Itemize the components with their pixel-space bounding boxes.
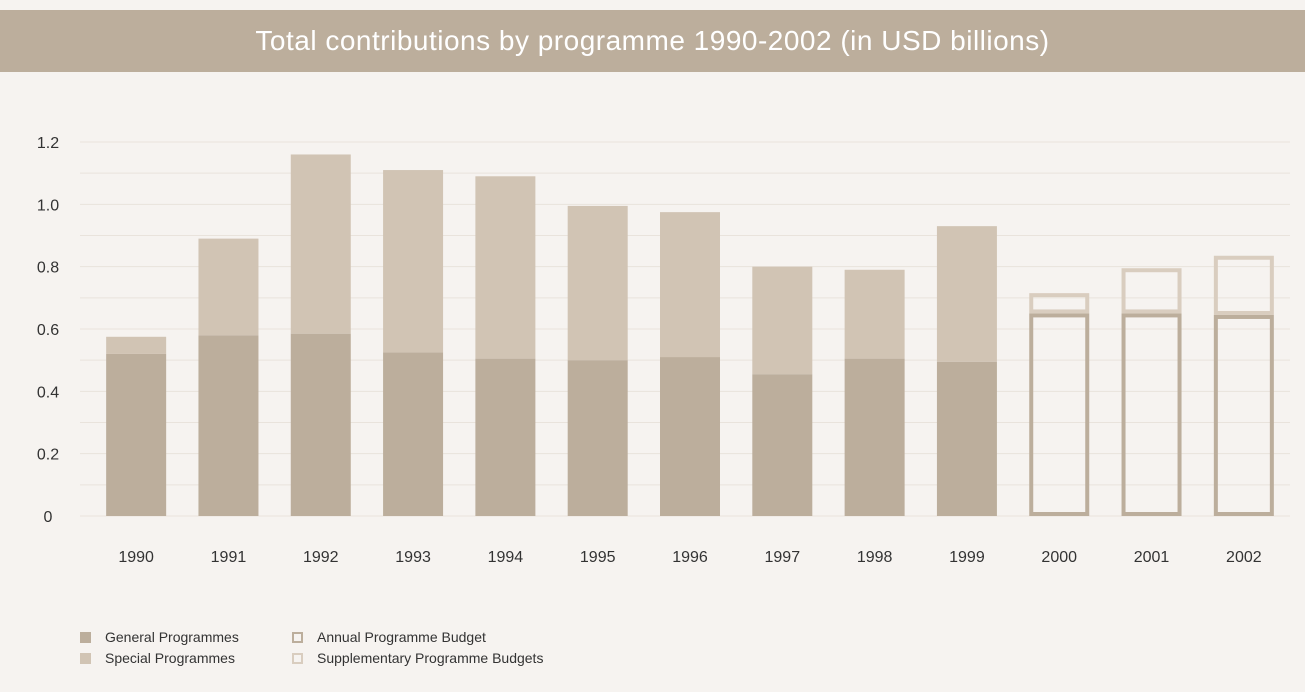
bar-supplementary-programme-budgets [1029, 293, 1090, 314]
x-tick-label: 1995 [580, 549, 616, 566]
x-tick-label: 1992 [303, 549, 339, 566]
bar-general-programmes [752, 374, 813, 516]
legend-item-supplementary: Supplementary Programme Budgets [292, 648, 543, 668]
legend-label-special: Special Programmes [105, 650, 235, 666]
legend-swatch-supplementary [292, 652, 303, 664]
bar-special-programmes [936, 226, 997, 362]
x-tick-label: 1993 [395, 549, 431, 566]
y-tick-label: 0.4 [37, 384, 59, 401]
legend-swatch-annual [292, 631, 303, 643]
x-tick-label: 1996 [672, 549, 708, 566]
x-tick-label: 1991 [211, 549, 247, 566]
bar-special-programmes [106, 336, 167, 354]
bar-general-programmes [567, 360, 628, 516]
legend-item-special: Special Programmes [80, 648, 235, 668]
legend-item-general: General Programmes [80, 627, 239, 647]
bar-special-programmes [383, 170, 444, 353]
legend-swatch-general [80, 631, 91, 643]
bar-special-programmes [475, 176, 536, 359]
chart-title-bar: Total contributions by programme 1990-20… [0, 10, 1305, 72]
bar-general-programmes [936, 361, 997, 516]
bar-special-programmes [567, 205, 628, 361]
legend-swatch-special [80, 652, 91, 664]
bar-special-programmes [752, 266, 813, 375]
bar-annual-programme-budget [1213, 314, 1274, 516]
legend-label-general: General Programmes [105, 629, 239, 645]
bar-supplementary-programme-budgets [1213, 255, 1274, 315]
y-tick-label: 1.2 [37, 135, 59, 152]
bar-annual-programme-budget [1121, 313, 1182, 516]
x-tick-label: 1997 [765, 549, 801, 566]
bar-supplementary-programme-budgets [1121, 268, 1182, 314]
x-tick-label: 1999 [949, 549, 985, 566]
bar-special-programmes [198, 238, 259, 336]
bar-general-programmes [290, 333, 351, 516]
bar-general-programmes [844, 358, 905, 516]
y-tick-label: 0.8 [37, 260, 59, 277]
y-tick-label: 1.0 [37, 197, 59, 214]
bar-general-programmes [198, 335, 259, 516]
x-tick-label: 2000 [1041, 549, 1077, 566]
bar-general-programmes [383, 352, 444, 516]
bar-general-programmes [475, 358, 536, 516]
legend-label-annual: Annual Programme Budget [317, 629, 486, 645]
y-tick-label: 0.6 [37, 322, 59, 339]
x-tick-label: 1990 [118, 549, 154, 566]
bar-special-programmes [844, 269, 905, 359]
bar-general-programmes [660, 357, 720, 516]
x-tick-label: 1994 [488, 549, 524, 566]
y-tick-label: 0 [44, 509, 53, 526]
y-tick-label: 0.2 [37, 447, 59, 464]
legend-item-annual: Annual Programme Budget [292, 627, 486, 647]
bar-special-programmes [660, 212, 720, 358]
x-tick-label: 1998 [857, 549, 893, 566]
x-tick-label: 2001 [1134, 549, 1170, 566]
chart-title: Total contributions by programme 1990-20… [255, 25, 1050, 56]
bar-special-programmes [290, 154, 351, 334]
bar-annual-programme-budget [1029, 313, 1090, 516]
bar-general-programmes [106, 353, 167, 516]
x-tick-label: 2002 [1226, 549, 1262, 566]
legend-label-supplementary: Supplementary Programme Budgets [317, 650, 544, 666]
